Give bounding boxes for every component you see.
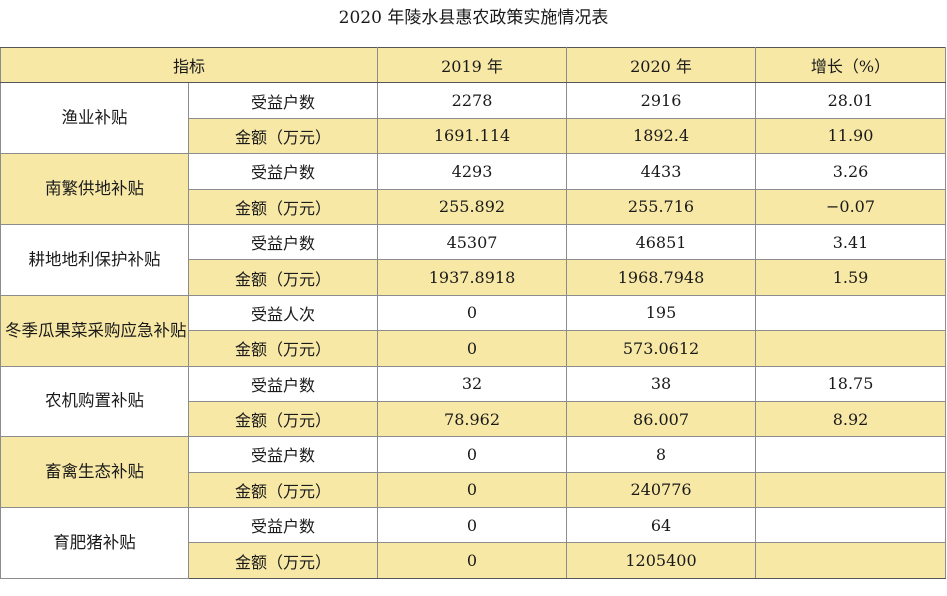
value-growth: 3.41 (755, 223, 947, 261)
table-row: 耕地地利保护补贴 受益户数 45307 46851 3.41 (0, 223, 947, 296)
value-2019: 1691.114 (377, 117, 568, 155)
value-2020: 8 (566, 436, 757, 473)
metric-cell: 受益户数 (187, 153, 379, 190)
table-title: 2020 年陵水县惠农政策实施情况表 (338, 8, 609, 28)
metric-cell: 受益户数 (187, 82, 379, 119)
metric-cell: 金额（万元） (187, 330, 379, 367)
value-2020: 573.0612 (566, 330, 757, 367)
value-growth: −0.07 (755, 188, 947, 225)
value-growth: 1.59 (755, 259, 947, 296)
metric-cell: 受益户数 (187, 436, 379, 473)
policy-table: 指标 2019 年 2020 年 增长（%） 渔业补贴 受益户数 2278 29… (0, 46, 947, 579)
header-2020: 2020 年 (566, 46, 757, 84)
value-growth: 3.26 (755, 153, 947, 190)
table-row: 农机购置补贴 受益户数 32 38 18.75 (0, 365, 947, 438)
value-growth (755, 542, 947, 579)
value-growth (755, 294, 947, 332)
category-cell: 冬季瓜果菜采购应急补贴 (0, 294, 189, 367)
value-2020: 64 (566, 507, 757, 544)
table-row: 金额（万元） 1691.114 1892.4 11.90 (1, 117, 947, 155)
value-2019: 32 (377, 365, 568, 402)
table-row: 金额（万元） 0 1205400 (1, 542, 947, 579)
value-growth: 11.90 (755, 117, 947, 155)
value-2020: 86.007 (566, 400, 757, 438)
value-2019: 45307 (377, 223, 568, 261)
header-indicator: 指标 (0, 46, 379, 84)
value-2020: 195 (566, 294, 757, 332)
value-2019: 1937.8918 (377, 259, 568, 296)
value-2019: 4293 (377, 153, 568, 190)
table-row: 冬季瓜果菜采购应急补贴 受益人次 0 195 (0, 294, 947, 367)
value-2020: 1968.7948 (566, 259, 757, 296)
metric-cell: 受益人次 (187, 294, 379, 332)
metric-cell: 受益户数 (187, 507, 379, 544)
value-2019: 0 (377, 507, 568, 544)
value-growth (755, 471, 947, 509)
value-2019: 0 (377, 436, 568, 473)
category-cell: 农机购置补贴 (0, 365, 189, 438)
value-growth (755, 330, 947, 367)
metric-cell: 金额（万元） (187, 188, 379, 225)
value-2020: 38 (566, 365, 757, 402)
value-2019: 255.892 (377, 188, 568, 225)
value-2019: 78.962 (377, 400, 568, 438)
value-2020: 255.716 (566, 188, 757, 225)
table-row: 金额（万元） 1937.8918 1968.7948 1.59 (1, 259, 947, 296)
header-2019: 2019 年 (377, 46, 568, 84)
table-row: 渔业补贴 受益户数 2278 2916 28.01 (0, 82, 947, 155)
table-row: 金额（万元） 255.892 255.716 −0.07 (1, 188, 947, 225)
value-2019: 0 (377, 294, 568, 332)
value-growth: 18.75 (755, 365, 947, 402)
value-2020: 4433 (566, 153, 757, 190)
metric-cell: 金额（万元） (187, 117, 379, 155)
table-row: 育肥猪补贴 受益户数 0 64 (0, 507, 947, 579)
category-cell: 畜禽生态补贴 (0, 436, 189, 509)
table-row: 金额（万元） 78.962 86.007 8.92 (1, 400, 947, 438)
metric-cell: 金额（万元） (187, 259, 379, 296)
category-cell: 育肥猪补贴 (0, 507, 189, 579)
category-cell: 耕地地利保护补贴 (0, 223, 189, 296)
value-growth (755, 436, 947, 473)
table-row: 畜禽生态补贴 受益户数 0 8 (0, 436, 947, 509)
value-2020: 1205400 (566, 542, 757, 579)
header-growth: 增长（%） (755, 46, 947, 84)
value-growth (755, 507, 947, 544)
value-2020: 1892.4 (566, 117, 757, 155)
metric-cell: 金额（万元） (187, 400, 379, 438)
value-growth: 28.01 (755, 82, 947, 119)
value-2020: 46851 (566, 223, 757, 261)
metric-cell: 受益户数 (187, 223, 379, 261)
value-2019: 2278 (377, 82, 568, 119)
metric-cell: 金额（万元） (187, 542, 379, 579)
value-growth: 8.92 (755, 400, 947, 438)
table-row: 金额（万元） 0 573.0612 (1, 330, 947, 367)
table-row: 金额（万元） 0 240776 (1, 471, 947, 509)
value-2019: 0 (377, 542, 568, 579)
metric-cell: 受益户数 (187, 365, 379, 402)
category-cell: 渔业补贴 (0, 82, 189, 155)
value-2020: 240776 (566, 471, 757, 509)
category-cell: 南繁供地补贴 (0, 153, 189, 225)
metric-cell: 金额（万元） (187, 471, 379, 509)
value-2019: 0 (377, 330, 568, 367)
value-2019: 0 (377, 471, 568, 509)
table-row: 南繁供地补贴 受益户数 4293 4433 3.26 (0, 153, 947, 225)
header-row: 指标 2019 年 2020 年 增长（%） (0, 46, 947, 84)
value-2020: 2916 (566, 82, 757, 119)
